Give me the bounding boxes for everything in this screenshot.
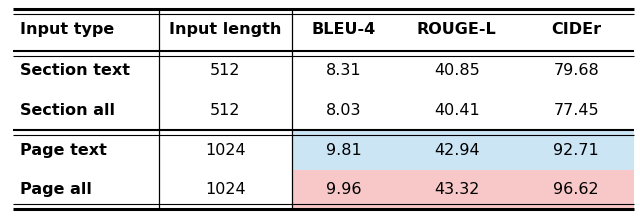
Text: Section text: Section text	[20, 63, 131, 78]
Text: 8.31: 8.31	[326, 63, 361, 78]
Text: 92.71: 92.71	[554, 143, 599, 158]
Text: 40.41: 40.41	[434, 103, 479, 118]
Text: Page all: Page all	[20, 182, 92, 197]
Bar	[292, 170, 634, 209]
Text: Input length: Input length	[169, 22, 282, 37]
Text: 8.03: 8.03	[326, 103, 361, 118]
Text: 79.68: 79.68	[554, 63, 599, 78]
Text: 1024: 1024	[205, 143, 246, 158]
Bar	[292, 130, 634, 170]
Text: Page text: Page text	[20, 143, 108, 158]
Text: 9.81: 9.81	[326, 143, 361, 158]
Text: 9.96: 9.96	[326, 182, 361, 197]
Text: 42.94: 42.94	[434, 143, 479, 158]
Text: 77.45: 77.45	[554, 103, 599, 118]
Text: 512: 512	[210, 103, 241, 118]
Text: CIDEr: CIDEr	[551, 22, 601, 37]
Text: Section all: Section all	[20, 103, 115, 118]
Text: BLEU-4: BLEU-4	[311, 22, 376, 37]
Text: 40.85: 40.85	[434, 63, 479, 78]
Text: 96.62: 96.62	[554, 182, 599, 197]
Text: 512: 512	[210, 63, 241, 78]
Text: Input type: Input type	[20, 22, 115, 37]
Text: ROUGE-L: ROUGE-L	[417, 22, 497, 37]
Text: 1024: 1024	[205, 182, 246, 197]
Text: 43.32: 43.32	[434, 182, 479, 197]
